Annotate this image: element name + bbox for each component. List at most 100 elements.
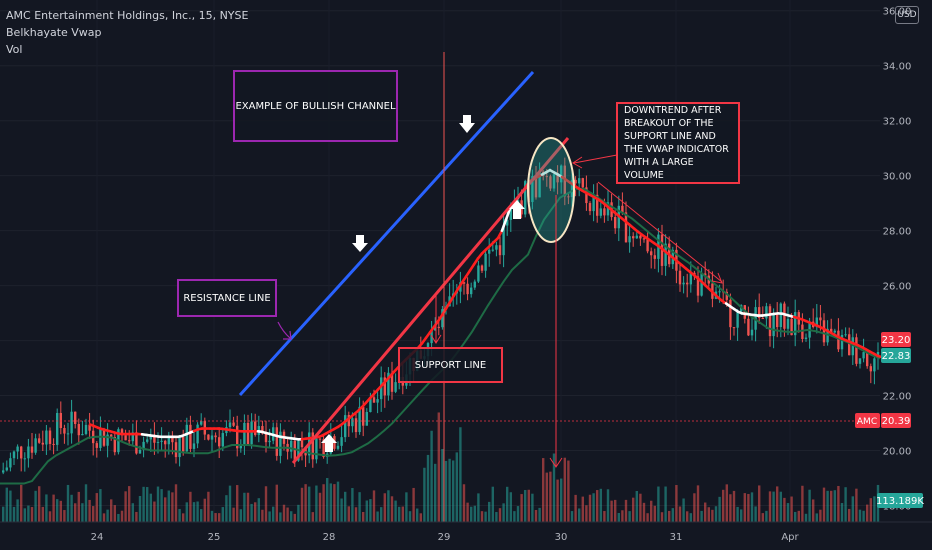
price-tick-label: 26.00 bbox=[883, 282, 912, 293]
candle bbox=[358, 397, 361, 435]
candle bbox=[9, 452, 12, 472]
candle bbox=[279, 423, 282, 464]
volume-bar bbox=[279, 512, 282, 522]
candle bbox=[344, 405, 347, 443]
currency-badge[interactable]: USD bbox=[895, 6, 919, 24]
volume-bar bbox=[423, 467, 426, 522]
candle bbox=[869, 363, 872, 384]
volume-bar bbox=[207, 491, 210, 522]
volume-bar bbox=[369, 499, 372, 522]
candle bbox=[178, 434, 181, 467]
volume-bar bbox=[264, 486, 268, 522]
volume-bar bbox=[837, 485, 840, 522]
volume-bar bbox=[743, 493, 746, 522]
volume-bar bbox=[477, 493, 480, 522]
volume-bar bbox=[556, 479, 559, 522]
volume-bar bbox=[686, 511, 689, 522]
candle bbox=[534, 165, 538, 200]
volume-bar bbox=[77, 491, 80, 522]
candle bbox=[761, 306, 764, 320]
volume-bar bbox=[41, 506, 44, 522]
candle bbox=[704, 261, 707, 287]
candle bbox=[228, 409, 232, 433]
volume-bar bbox=[315, 485, 318, 522]
volume-bar bbox=[621, 510, 624, 522]
resistance-channel-line bbox=[238, 70, 535, 397]
candle bbox=[837, 318, 840, 353]
candle bbox=[300, 431, 304, 461]
candle bbox=[484, 249, 487, 278]
volume-arrow bbox=[549, 195, 563, 468]
volume-bar bbox=[509, 492, 512, 522]
candle bbox=[135, 420, 138, 455]
support-line-annotation: SUPPORT LINE bbox=[398, 347, 503, 383]
candle bbox=[578, 168, 581, 197]
volume-bar bbox=[408, 511, 412, 522]
candle bbox=[635, 231, 638, 239]
candle bbox=[466, 277, 469, 301]
volume-bar bbox=[120, 510, 124, 522]
candle bbox=[650, 247, 653, 269]
volume-bar bbox=[790, 496, 793, 522]
price-tick-label: 32.00 bbox=[883, 117, 912, 128]
volume-bar bbox=[862, 510, 865, 522]
candle bbox=[268, 428, 271, 449]
candle bbox=[383, 372, 386, 408]
volume-bar bbox=[639, 493, 642, 522]
volume-bar bbox=[488, 501, 491, 522]
candle bbox=[686, 273, 689, 298]
volume-bar bbox=[156, 486, 160, 522]
candle bbox=[797, 309, 800, 333]
volume-bar bbox=[2, 506, 5, 522]
volume-bar bbox=[513, 511, 516, 522]
candle bbox=[657, 228, 660, 273]
volume-bar bbox=[635, 490, 638, 522]
volume-bar bbox=[34, 490, 37, 522]
volume-bar bbox=[268, 511, 271, 522]
volume-bar bbox=[131, 503, 134, 522]
volume-bar bbox=[592, 493, 595, 522]
volume-bar bbox=[45, 494, 48, 522]
candle bbox=[736, 309, 739, 341]
volume-bar bbox=[484, 511, 487, 522]
volume-bar bbox=[675, 485, 678, 522]
volume-bar bbox=[210, 510, 214, 522]
volume-bar bbox=[869, 498, 872, 522]
volume-bar bbox=[167, 490, 170, 522]
volume-bar bbox=[668, 510, 671, 522]
candle bbox=[840, 329, 844, 357]
candle bbox=[380, 366, 383, 412]
volume-bar bbox=[30, 507, 34, 522]
candle bbox=[668, 236, 671, 268]
volume-bar bbox=[750, 492, 754, 522]
candle bbox=[372, 389, 376, 403]
price-tick-label: 36.00 bbox=[883, 7, 912, 18]
price-axis[interactable]: 18.0020.0022.0024.0026.0028.0030.0032.00… bbox=[883, 7, 912, 513]
volume-bar bbox=[390, 496, 394, 522]
time-axis[interactable]: 24 25 28 29 30 31 Apr bbox=[91, 532, 800, 543]
volume-bar bbox=[365, 500, 368, 522]
candle bbox=[376, 389, 379, 414]
volume-bar bbox=[581, 496, 584, 522]
volume-bar bbox=[246, 492, 250, 522]
volume-bar bbox=[398, 506, 401, 522]
volume-bar bbox=[171, 492, 174, 522]
volume-bar bbox=[491, 486, 494, 522]
candle bbox=[66, 422, 70, 446]
volume-bar bbox=[855, 488, 858, 522]
volume-bar bbox=[819, 509, 822, 522]
candle bbox=[653, 248, 656, 269]
candle bbox=[153, 422, 156, 455]
candle bbox=[81, 420, 84, 436]
volume-bar bbox=[322, 484, 325, 522]
candle bbox=[556, 165, 559, 195]
resistance-arrow bbox=[277, 321, 292, 340]
volume-bar bbox=[376, 511, 379, 522]
candle bbox=[495, 241, 498, 257]
candle bbox=[567, 193, 570, 205]
volume-bar bbox=[225, 495, 228, 522]
volume-bar bbox=[102, 513, 106, 522]
volume-bar bbox=[282, 504, 286, 522]
volume-bar bbox=[110, 499, 113, 522]
